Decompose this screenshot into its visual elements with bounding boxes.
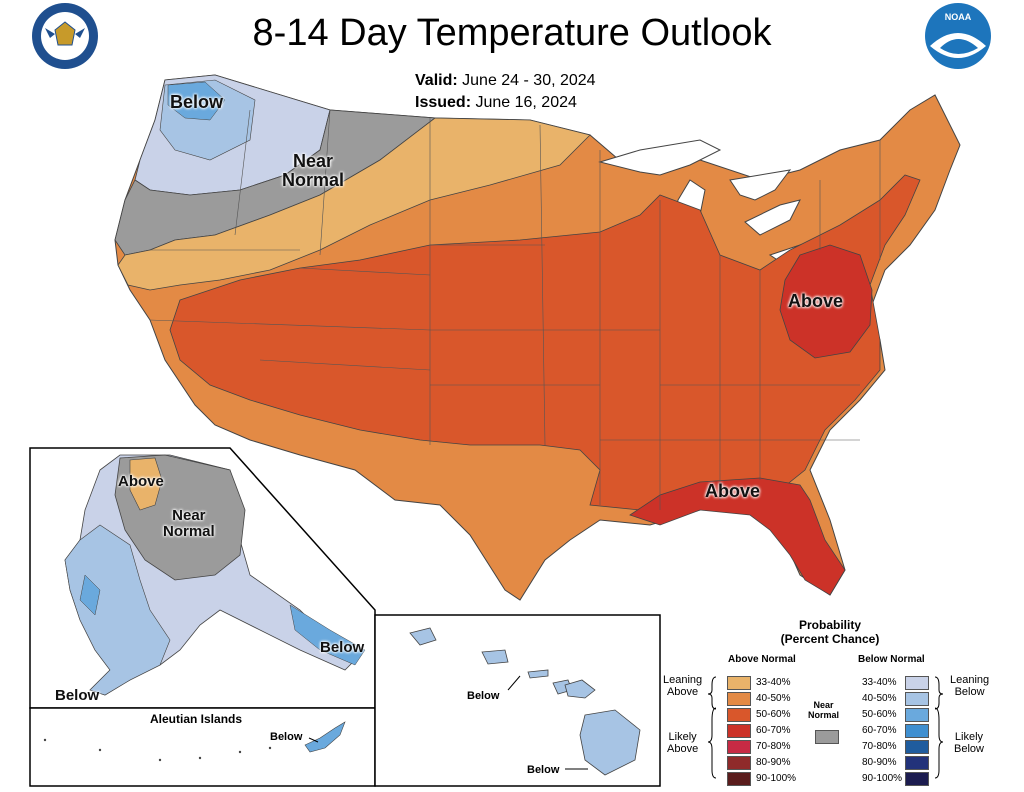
legend-title: Probability (Percent Chance) — [765, 618, 895, 646]
legend-near-2: Normal — [808, 710, 840, 720]
legend-above-label: 33-40% — [756, 677, 791, 688]
valid-line: Valid: June 24 - 30, 2024 — [415, 72, 596, 90]
label-alaska-near-1: Near — [172, 507, 206, 524]
legend-near-1: Near — [813, 700, 834, 710]
legend-likely-above-1: Likely — [668, 731, 697, 743]
legend-brackets — [707, 676, 944, 779]
label-conus-near-normal-2: Normal — [282, 169, 345, 190]
noaa-logo-text: NOAA — [945, 12, 972, 22]
conus-region-above-60-70-south — [629, 477, 846, 596]
conus-region-above-60-70-east — [779, 244, 873, 359]
hawaii-islands — [409, 627, 641, 776]
legend-above-swatch — [727, 708, 751, 722]
legend-above-header: Above Normal — [728, 654, 796, 665]
label-alaska-below-sw: Below — [55, 687, 100, 704]
legend-above-swatch — [727, 724, 751, 738]
aleutian-title: Aleutian Islands — [150, 712, 243, 726]
legend-likely-above: Likely Above — [667, 731, 698, 755]
alaska-region-above-33-40 — [129, 457, 163, 511]
legend-likely-below-1: Likely — [954, 731, 984, 743]
legend-above-label: 90-100% — [756, 773, 797, 784]
issued-line: Issued: June 16, 2024 — [415, 94, 577, 112]
label-conus-above-east: Above — [788, 291, 844, 311]
legend-above-swatch — [727, 692, 751, 706]
legend-above-label: 80-90% — [756, 757, 791, 768]
legend-above-swatch — [727, 740, 751, 754]
label-alaska-below-se: Below — [320, 639, 365, 656]
legend-near-normal-label: Near Normal — [808, 700, 839, 720]
legend-leaning-above-1: Leaning — [663, 674, 703, 686]
conus-region-below-50-60 — [167, 81, 226, 121]
legend-above-label: 40-50% — [756, 693, 791, 704]
label-hawaii-below-1: Below — [467, 690, 500, 702]
label-hawaii-below-2: Below — [527, 764, 560, 776]
hawaii-pointer-1 — [507, 675, 521, 691]
legend-below-label: 60-70% — [862, 725, 897, 736]
issued-date: June 16, 2024 — [475, 94, 577, 111]
legend-leaning-below: Leaning Below — [950, 674, 989, 698]
alaska-region-below-40-50 — [64, 524, 171, 696]
label-conus-near-normal: Near Normal — [282, 152, 344, 190]
aleutian-islands — [304, 721, 346, 753]
legend-below-swatch — [905, 772, 929, 786]
valid-label: Valid: — [415, 72, 458, 89]
aleutian-dots — [43, 738, 272, 762]
legend-above-label: 60-70% — [756, 725, 791, 736]
legend-likely-above-2: Above — [667, 743, 699, 755]
legend-below-label: 40-50% — [862, 693, 897, 704]
legend-leaning-below-1: Leaning — [950, 674, 990, 686]
legend-leaning-above-2: Above — [666, 686, 699, 698]
aleutian-pointer — [308, 737, 319, 743]
legend-leaning-above: Leaning Above — [663, 674, 702, 698]
legend-below-swatch — [905, 676, 929, 690]
label-aleutian-below: Below — [270, 731, 303, 743]
legend-below-label: 33-40% — [862, 677, 897, 688]
issued-label: Issued: — [415, 94, 472, 111]
legend-above-swatch — [727, 676, 751, 690]
label-conus-above-south: Above — [705, 481, 761, 501]
legend-title-2: (Percent Chance) — [780, 632, 880, 646]
alaska-region-below-50-60 — [79, 574, 366, 666]
legend-above-label: 50-60% — [756, 709, 791, 720]
legend-near-normal-swatch — [815, 730, 839, 744]
page-title: 8-14 Day Temperature Outlook — [252, 12, 772, 54]
legend-below-label: 90-100% — [862, 773, 903, 784]
legend-below-label: 80-90% — [862, 757, 897, 768]
noaa-logo — [925, 3, 991, 69]
legend-below-swatch — [905, 756, 929, 770]
label-alaska-near-normal: Near Normal — [163, 508, 215, 540]
legend-likely-below-2: Below — [954, 743, 984, 755]
label-alaska-above: Above — [118, 473, 164, 490]
legend-title-1: Probability — [798, 618, 861, 632]
legend-above-swatch — [727, 772, 751, 786]
label-conus-below: Below — [170, 92, 224, 112]
valid-dates: June 24 - 30, 2024 — [462, 72, 596, 89]
legend-below-label: 50-60% — [862, 709, 897, 720]
state-borders — [149, 109, 881, 510]
legend-below-header: Below Normal — [858, 654, 925, 665]
legend-below-swatch — [905, 740, 929, 754]
commerce-seal-logo — [32, 3, 98, 69]
legend-likely-below: Likely Below — [954, 731, 984, 755]
legend-below-swatch — [905, 724, 929, 738]
legend-leaning-below-2: Below — [954, 686, 985, 698]
label-alaska-near-2: Normal — [163, 522, 215, 540]
legend-below-label: 70-80% — [862, 741, 897, 752]
conus-region-above-33-40 — [117, 117, 591, 291]
legend-below-swatch — [905, 692, 929, 706]
legend-above-swatch — [727, 756, 751, 770]
conus-region-above-50-60 — [169, 174, 921, 511]
legend-below-swatch — [905, 708, 929, 722]
legend-above-label: 70-80% — [756, 741, 791, 752]
label-conus-near-normal-1: Near — [292, 151, 334, 171]
